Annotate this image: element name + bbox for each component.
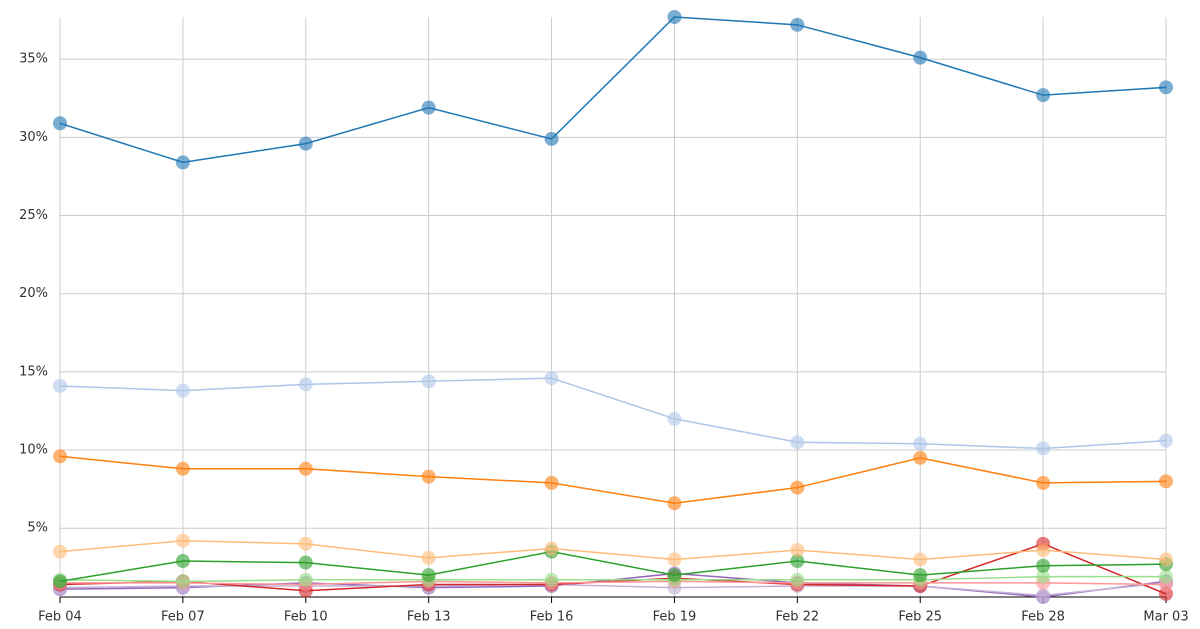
y-tick-label: 15% — [19, 364, 48, 379]
point — [667, 552, 682, 567]
point — [1159, 569, 1173, 584]
y-tick-label: 35% — [19, 52, 48, 67]
point — [913, 568, 928, 583]
x-tick-label: Feb 13 — [407, 610, 451, 625]
point — [790, 17, 805, 32]
point — [53, 449, 67, 464]
point — [667, 568, 682, 583]
series-line — [59, 575, 1166, 583]
y-tick-label: 5% — [27, 521, 48, 536]
point — [913, 450, 928, 465]
point — [298, 461, 313, 476]
series-line — [59, 539, 1167, 561]
point — [1159, 474, 1173, 489]
point — [790, 480, 805, 495]
point — [544, 131, 559, 146]
point — [175, 533, 190, 548]
point — [175, 383, 190, 398]
point — [53, 378, 67, 393]
point — [421, 568, 436, 583]
series-line — [59, 543, 1167, 595]
point — [1159, 433, 1173, 448]
point — [421, 100, 436, 115]
series-line — [59, 377, 1167, 450]
point — [913, 50, 928, 65]
y-tick-label: 10% — [19, 443, 48, 458]
point — [298, 572, 313, 587]
point — [1036, 569, 1051, 584]
point — [913, 436, 928, 451]
y-tick-label: 20% — [19, 286, 48, 301]
point — [913, 552, 928, 567]
point — [1036, 441, 1051, 456]
point — [544, 371, 559, 386]
series-line — [60, 580, 1167, 586]
point — [667, 411, 682, 426]
point — [175, 155, 190, 170]
point — [53, 116, 67, 131]
point — [421, 550, 436, 565]
x-tick-label: Feb 19 — [653, 610, 697, 625]
point — [421, 374, 436, 389]
point — [1159, 80, 1173, 95]
point — [790, 435, 805, 450]
point — [667, 10, 682, 24]
series-line — [59, 455, 1167, 504]
point — [175, 461, 190, 476]
x-tick-label: Feb 22 — [775, 610, 819, 625]
point — [421, 469, 436, 484]
point — [298, 555, 313, 570]
point — [298, 377, 313, 392]
x-tick-label: Feb 07 — [161, 610, 205, 625]
point — [175, 554, 190, 569]
point — [1036, 543, 1051, 558]
point — [1036, 558, 1051, 573]
point — [1036, 588, 1051, 603]
x-tick-label: Feb 16 — [530, 610, 574, 625]
point — [175, 574, 190, 589]
point — [1036, 88, 1051, 103]
point — [298, 136, 313, 151]
point — [298, 536, 313, 551]
x-tick-label: Mar 03 — [1143, 610, 1188, 625]
point — [790, 543, 805, 558]
point — [544, 541, 559, 556]
point — [53, 544, 67, 559]
point — [1036, 475, 1051, 490]
point — [53, 574, 67, 589]
y-tick-label: 30% — [19, 130, 48, 145]
point — [667, 496, 682, 511]
point — [790, 572, 805, 587]
point — [544, 475, 559, 490]
x-tick-label: Feb 25 — [898, 610, 942, 625]
x-tick-label: Feb 10 — [284, 610, 328, 625]
point — [544, 572, 559, 587]
y-tick-label: 25% — [19, 208, 48, 223]
point — [1159, 552, 1173, 567]
x-tick-label: Feb 04 — [38, 610, 82, 625]
x-tick-label: Feb 28 — [1021, 610, 1065, 625]
point — [790, 554, 805, 569]
series-line — [59, 16, 1167, 164]
series-line — [59, 550, 1167, 583]
